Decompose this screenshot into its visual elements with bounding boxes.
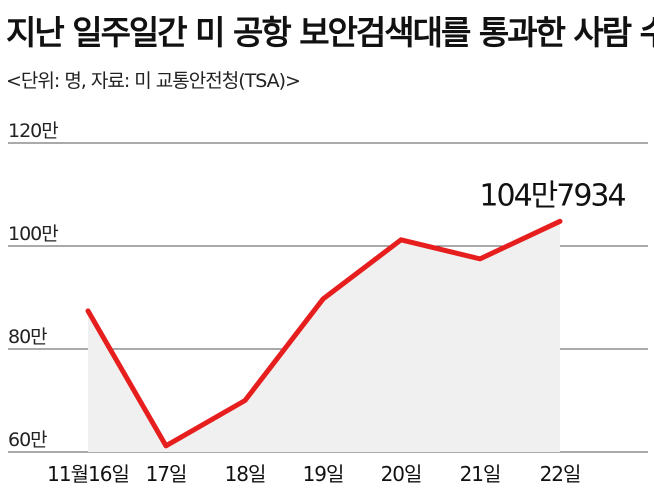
x-tick-label: 18일 (225, 462, 266, 486)
x-tick-label: 11월16일 (47, 462, 129, 486)
x-tick-label: 20일 (381, 462, 422, 486)
value-callout: 104만7934 (479, 178, 625, 213)
x-tick-label: 21일 (460, 462, 501, 486)
y-tick-label: 60만 (8, 429, 47, 451)
y-tick-labels: 60만 80만 100만 120만 (8, 120, 59, 451)
x-tick-labels: 11월16일 17일 18일 19일 20일 21일 22일 (47, 462, 581, 486)
x-tick-label: 19일 (303, 462, 344, 486)
x-tick-label: 17일 (146, 462, 187, 486)
y-tick-label: 80만 (8, 326, 47, 348)
y-tick-label: 100만 (8, 223, 58, 245)
series-line (85, 218, 563, 449)
area-fill (88, 221, 560, 452)
chart-subtitle: <단위: 명, 자료: 미 교통안전청(TSA)> (6, 70, 301, 92)
chart-title: 지난 일주일간 미 공항 보안검색대를 통과한 사람 수 (6, 13, 654, 52)
annotations: 104만7934 (479, 178, 627, 213)
y-tick-label: 120만 (8, 120, 58, 142)
x-tick-label: 22일 (540, 462, 581, 486)
